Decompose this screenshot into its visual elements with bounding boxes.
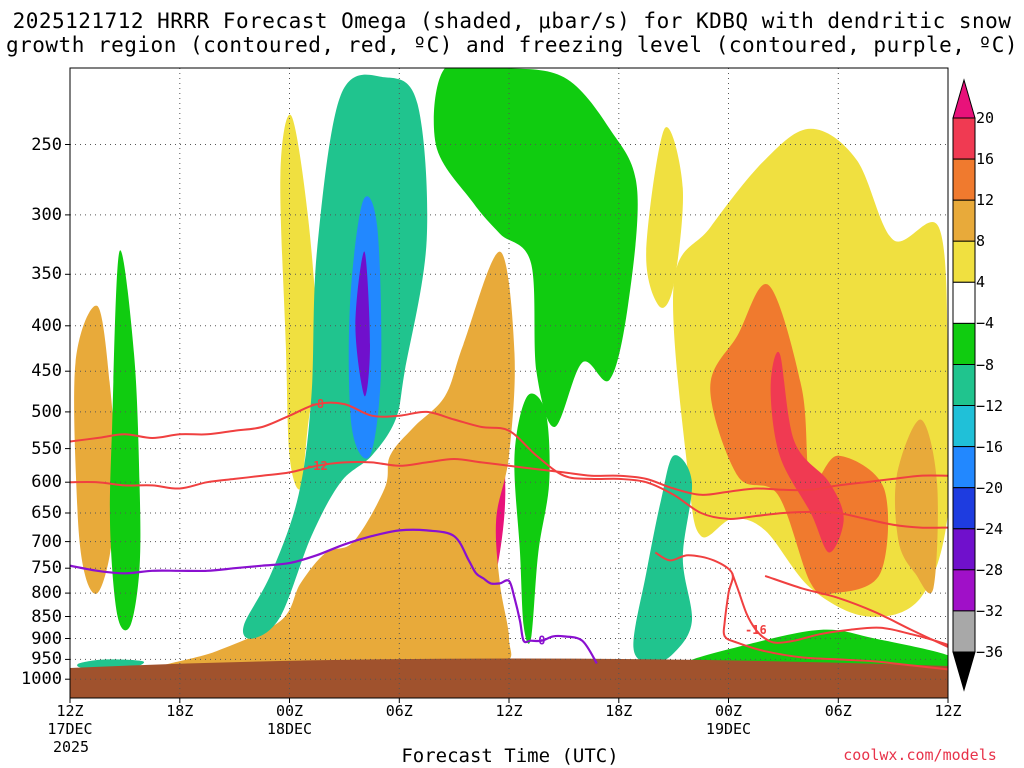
x-date-label: 19DEC	[705, 720, 752, 738]
dgz-contour-label: -12	[306, 459, 328, 473]
y-tick-label: 800	[31, 583, 62, 604]
colorbar-bin	[952, 610, 976, 653]
x-tick-label: 00Z	[275, 702, 304, 720]
colorbar-bin	[952, 446, 976, 489]
x-tick-label: 12Z	[56, 702, 84, 720]
omega-region-sinking-core-max	[355, 251, 370, 397]
colorbar-bin	[952, 569, 976, 612]
omega-region-rising-east-max	[770, 351, 844, 553]
dgz-contour-4	[764, 574, 948, 648]
x-tick-label: 12Z	[934, 702, 962, 720]
y-tick-label: 300	[31, 204, 62, 225]
freezing-level-contour-0	[70, 528, 598, 664]
colorbar-bin	[952, 117, 976, 160]
y-tick-label: 600	[31, 472, 62, 493]
colorbar-label: −16	[976, 437, 1004, 456]
axis-ticks	[65, 144, 949, 703]
temperature-contours: -12 -8 -16 0	[70, 397, 948, 671]
x-tick-label: 06Z	[385, 702, 413, 720]
dgz-contour-0	[70, 457, 948, 496]
y-tick-label: 750	[31, 558, 62, 579]
y-tick-label: 550	[31, 438, 62, 459]
omega-region-sinking-main-column	[242, 74, 428, 639]
x-tick-label: 18Z	[605, 702, 633, 720]
x-tick-label: 12Z	[495, 702, 523, 720]
y-tick-label: 1000	[21, 669, 62, 690]
colorbar-label: −4	[976, 314, 995, 333]
chart-title-line-1: 2025121712 HRRR Forecast Omega (shaded, …	[12, 9, 1012, 33]
chart-title-line-2: growth region (contoured, red, ºC) and f…	[5, 33, 1019, 57]
colorbar-bin	[952, 487, 976, 530]
omega-region-rising-upper-right	[646, 127, 684, 308]
colorbar-label: 4	[976, 273, 986, 292]
omega-region-rising-west-column	[74, 305, 116, 594]
colorbar-bottom-arrow	[952, 651, 976, 692]
omega-field	[74, 68, 948, 670]
omega-region-rising-east-right	[894, 419, 938, 594]
y-tick-label: 700	[31, 531, 62, 552]
omega-region-sinking-low-center	[514, 393, 550, 644]
y-tick-label: 650	[31, 503, 62, 523]
omega-region-sinking-mid-right	[633, 455, 693, 664]
colorbar-label: 12	[976, 191, 995, 210]
dgz-contour-2	[731, 572, 948, 646]
colorbar-bin	[952, 364, 976, 407]
colorbar-label: −36	[976, 643, 1004, 661]
freezing-level-label: 0	[538, 634, 545, 648]
dgz-contour-3	[654, 551, 948, 671]
x-axis-label: Forecast Time (UTC)	[401, 745, 619, 767]
x-date-label: 17DEC	[47, 720, 93, 738]
colorbar-label: −32	[976, 601, 1004, 620]
colorbar-label: 16	[976, 150, 995, 169]
y-tick-label: 350	[31, 264, 62, 285]
colorbar-bin	[952, 199, 976, 242]
colorbar-label: −20	[976, 478, 1004, 497]
y-tick-label: 900	[31, 628, 62, 649]
y-tick-label: 400	[31, 315, 62, 336]
colorbar-label: −12	[976, 396, 1004, 415]
colorbar-bin	[952, 240, 976, 283]
colorbar	[952, 78, 976, 692]
y-tick-label: 450	[31, 361, 62, 382]
colorbar-label: −28	[976, 560, 1004, 579]
colorbar-label: −24	[976, 519, 1004, 538]
omega-region-sinking-near-surface-right	[681, 629, 948, 670]
y-tick-label: 500	[31, 401, 62, 422]
y-tick-label: 850	[31, 606, 62, 627]
dgz-contour-label: -16	[745, 623, 767, 637]
colorbar-bin	[952, 281, 976, 324]
y-tick-label: 950	[31, 649, 62, 670]
x-year-label: 2025	[52, 738, 90, 756]
x-tick-label: 06Z	[824, 702, 852, 720]
colorbar-bin	[952, 528, 976, 571]
dgz-contour-1	[70, 401, 948, 529]
colorbar-bin	[952, 158, 976, 201]
x-tick-label: 18Z	[166, 702, 194, 720]
colorbar-label: −8	[976, 355, 995, 374]
colorbar-top-arrow	[952, 78, 976, 119]
y-tick-label: 250	[31, 134, 62, 155]
colorbar-bin	[952, 405, 976, 448]
omega-region-sinking-west-column	[109, 250, 141, 631]
x-date-label: 18DEC	[266, 720, 313, 738]
colorbar-label: 20	[976, 109, 995, 127]
dgz-contour-label: -8	[310, 397, 324, 411]
colorbar-bin	[952, 322, 976, 365]
omega-region-sinking-upper-center	[433, 68, 638, 428]
omega-region-rising-west-lower	[160, 251, 515, 669]
credit-link[interactable]: coolwx.com/models	[843, 746, 997, 764]
colorbar-label: 8	[976, 232, 986, 251]
x-tick-label: 00Z	[714, 702, 743, 720]
